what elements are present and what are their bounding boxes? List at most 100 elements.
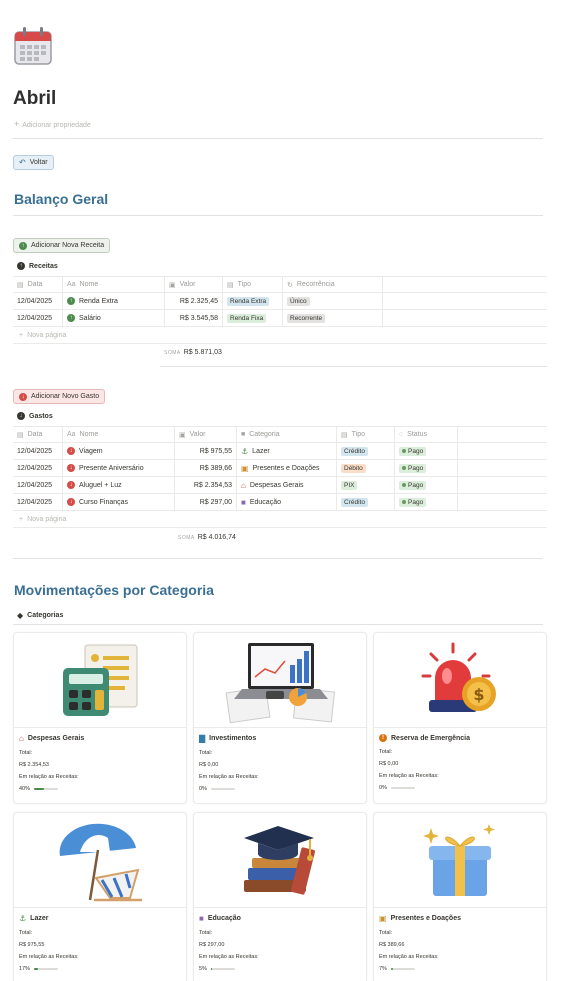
column-data[interactable]: ▤ Data [13, 427, 63, 442]
status-badge: Pago [399, 463, 427, 473]
calculator-image [14, 633, 186, 728]
add-gasto-button[interactable]: ↓ Adicionar Novo Gasto [13, 389, 106, 404]
movimentacoes-heading: Movimentações por Categoria [14, 582, 214, 598]
calendar-icon: ▤ [17, 281, 24, 289]
column-nome[interactable]: Aa Nome [63, 427, 175, 442]
table-row[interactable]: 12/04/2025 ↓ Viagem R$ 975,55 ⚓ Lazer Créd… [13, 443, 547, 460]
category-card[interactable]: ⌂ Despesas Gerais Total: R$ 2.354,53 Em r… [13, 632, 187, 804]
category-card[interactable]: ▇ Investimentos Total: R$ 0,00 Em relação… [193, 632, 367, 804]
gastos-soma: SOMA R$ 4.016,74 [178, 534, 236, 541]
category-card[interactable]: ⚓ Lazer Total: R$ 975,55 Em relação as Re… [13, 812, 187, 981]
arrow-down-icon: ↓ [17, 412, 25, 420]
column-categoria[interactable]: ■ Categoria [237, 427, 337, 442]
arrow-up-icon: ↑ [17, 262, 25, 270]
add-property-button[interactable]: + Adicionar propriedade [14, 119, 91, 129]
plus-icon: + [19, 331, 24, 339]
status-badge: Pago [399, 497, 427, 507]
number-icon: ▣ [169, 281, 176, 289]
column-nome[interactable]: Aa Nome [63, 277, 165, 292]
house-icon: ⌂ [19, 734, 24, 743]
categorias-tab[interactable]: ◆ Categorias [17, 611, 64, 620]
beach-chair-icon: ⚓ [19, 914, 27, 923]
balanco-heading: Balanço Geral [14, 191, 109, 207]
status-badge: Pago [399, 480, 427, 490]
gastos-table: ▤ Data Aa Nome ▣ Valor ■ Categoria ▤ Tipo ◌ St… [13, 426, 547, 528]
divider [160, 366, 547, 367]
divider [13, 558, 543, 559]
beach-image [14, 813, 186, 908]
back-button[interactable]: ↶ Voltar [13, 155, 54, 170]
gift-box-icon [423, 823, 495, 896]
receitas-label: ↑ Receitas [17, 262, 58, 270]
recorrencia-tag: Recorrente [287, 313, 326, 323]
status-icon: ◌ [399, 431, 404, 438]
table-row[interactable]: 12/04/2025 ↓ Aluguel + Luz R$ 2.354,53 ⌂ D… [13, 477, 547, 494]
column-valor[interactable]: ▣ Valor [165, 277, 223, 292]
tag-icon: ◆ [17, 611, 24, 620]
progress-bar [34, 968, 59, 970]
gift-icon: ▣ [241, 463, 249, 473]
house-icon: ⌂ [241, 480, 246, 490]
divider [13, 138, 543, 139]
progress-bar [390, 968, 415, 970]
tipo-tag: Crédito [341, 497, 368, 507]
column-recorrencia[interactable]: ↻ Recorrência [283, 277, 383, 292]
new-page-button[interactable]: + Nova página [13, 327, 547, 344]
add-receita-button[interactable]: ↑ Adicionar Nova Receita [13, 238, 111, 253]
category-card[interactable]: ▣ Presentes e Doações Total: R$ 389,66 Em… [373, 812, 547, 981]
category-card[interactable]: ■ Educação Total: R$ 297,00 Em relação as… [193, 812, 367, 981]
svg-text:$: $ [473, 685, 484, 704]
gift-image [374, 813, 546, 908]
laptop-chart-icon [225, 643, 336, 724]
calendar-icon: ▤ [17, 431, 24, 439]
category-gallery: ⌂ Despesas Gerais Total: R$ 2.354,53 Em r… [13, 632, 547, 981]
graduation-books-icon [244, 825, 315, 895]
arrow-up-icon: ↑ [67, 297, 75, 305]
investments-image [194, 633, 366, 728]
category-card[interactable]: $ ! Reserva de Emergência Total: R$ 0,00 … [373, 632, 547, 804]
arrow-up-icon: ↑ [19, 241, 27, 250]
arrow-down-icon: ↓ [19, 392, 27, 401]
book-icon: ■ [241, 497, 246, 507]
progress-bar [390, 787, 415, 789]
column-valor[interactable]: ▣ Valor [175, 427, 237, 442]
progress-bar [34, 788, 59, 790]
divider [13, 215, 543, 216]
table-row[interactable]: 12/04/2025 ↑ Salário R$ 3.545,58 Renda Fi… [13, 310, 547, 327]
status-badge: Pago [399, 446, 427, 456]
tipo-tag: PIX [341, 480, 358, 490]
arrow-down-icon: ↓ [67, 464, 75, 472]
tipo-tag: Débito [341, 463, 366, 473]
number-icon: ▣ [179, 431, 186, 439]
column-tipo[interactable]: ▤ Tipo [337, 427, 395, 442]
table-row[interactable]: 12/04/2025 ↓ Curso Finanças R$ 297,00 ■ Ed… [13, 494, 547, 511]
beach-umbrella-icon [59, 823, 142, 901]
text-icon: Aa [67, 431, 76, 438]
select-icon: ▤ [341, 431, 348, 439]
divider [13, 624, 543, 625]
table-row[interactable]: 12/04/2025 ↑ Renda Extra R$ 2.325,45 Rend… [13, 293, 547, 310]
column-status[interactable]: ◌ Status [395, 427, 458, 442]
column-data[interactable]: ▤ Data [13, 277, 63, 292]
gift-icon: ▣ [379, 914, 387, 923]
arrow-down-icon: ↓ [67, 447, 75, 455]
table-row[interactable]: 12/04/2025 ↓ Presente Aniversário R$ 389,… [13, 460, 547, 477]
gastos-label: ↓ Gastos [17, 412, 53, 420]
new-page-button[interactable]: + Nova página [13, 511, 547, 528]
arrow-down-icon: ↓ [67, 498, 75, 506]
text-icon: Aa [67, 281, 76, 288]
calendar-icon [14, 27, 52, 65]
table-header: ▤ Data Aa Nome ▣ Valor ▤ Tipo ↻ Recorrência [13, 276, 547, 293]
siren-icon: $ [421, 642, 496, 712]
book-icon: ■ [199, 914, 204, 923]
page-title: Abril [13, 88, 57, 109]
tipo-tag: Renda Fixa [227, 313, 267, 323]
refresh-icon: ↻ [287, 281, 293, 289]
education-image [194, 813, 366, 908]
tipo-tag: Renda Extra [227, 296, 270, 306]
plus-icon: + [14, 119, 20, 129]
emergency-image: $ [374, 633, 546, 728]
plus-icon: + [19, 515, 24, 523]
column-tipo[interactable]: ▤ Tipo [223, 277, 283, 292]
progress-bar [210, 788, 235, 790]
